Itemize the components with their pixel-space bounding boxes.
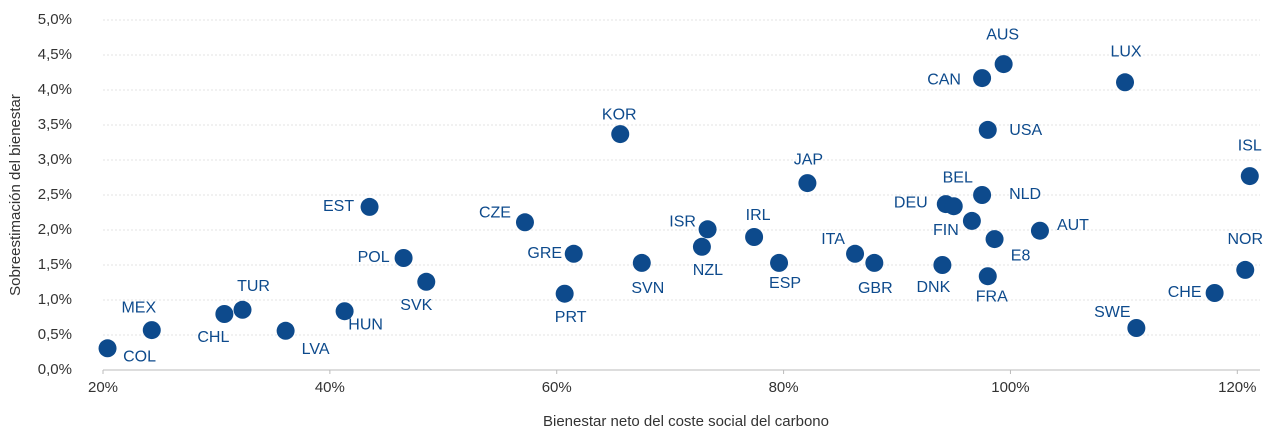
point xyxy=(515,213,534,232)
point-label: NLD xyxy=(1009,186,1041,203)
point-label: SVK xyxy=(400,297,432,314)
y-tick-label: 2,0% xyxy=(38,221,72,238)
point xyxy=(98,339,117,358)
point xyxy=(276,321,295,340)
point-label: FIN xyxy=(933,222,959,239)
point-label: KOR xyxy=(602,106,637,123)
point-label: NOR xyxy=(1227,231,1263,248)
point xyxy=(692,237,711,256)
point-label: HUN xyxy=(348,316,383,333)
point-label: ITA xyxy=(821,231,845,248)
point-label: COL xyxy=(123,349,156,366)
point xyxy=(215,305,234,323)
point-label: MEX xyxy=(121,299,156,316)
y-tick-label: 3,5% xyxy=(38,116,72,133)
point xyxy=(798,174,817,193)
x-axis-label: Bienestar neto del coste social del carb… xyxy=(543,413,829,430)
point-label: TUR xyxy=(237,278,270,295)
x-tick-label: 20% xyxy=(88,379,118,396)
point xyxy=(555,284,574,303)
point-label: GRE xyxy=(527,245,562,262)
x-tick-label: 100% xyxy=(991,379,1029,396)
point xyxy=(770,253,789,272)
y-tick-label: 0,5% xyxy=(38,326,72,343)
point xyxy=(611,125,630,144)
point-label: IRL xyxy=(746,207,771,224)
point-label: NZL xyxy=(693,262,723,279)
point-label: GBR xyxy=(858,280,893,297)
point xyxy=(142,321,161,340)
point-label: SWE xyxy=(1094,304,1130,321)
point xyxy=(1240,167,1259,186)
y-tick-label: 2,5% xyxy=(38,186,72,203)
y-tick-label: 5,0% xyxy=(38,11,72,28)
point xyxy=(417,272,436,291)
point xyxy=(994,55,1013,74)
point xyxy=(233,300,252,319)
point-label: AUT xyxy=(1057,217,1089,234)
point xyxy=(335,302,354,321)
point xyxy=(846,244,865,263)
point xyxy=(632,253,651,272)
point-label: LUX xyxy=(1110,44,1141,61)
point-label: USA xyxy=(1009,122,1042,139)
point-label: EST xyxy=(323,198,354,215)
point-label: SVN xyxy=(631,280,664,297)
point xyxy=(1030,221,1049,240)
point-label: PRT xyxy=(555,309,587,326)
point xyxy=(973,186,992,204)
point xyxy=(745,228,764,246)
point-label: LVA xyxy=(302,341,330,358)
x-tick-label: 40% xyxy=(315,379,345,396)
point-label: DNK xyxy=(917,279,951,296)
point-label: JAP xyxy=(794,151,823,168)
x-tick-label: 60% xyxy=(542,379,572,396)
point-label: CAN xyxy=(927,71,961,88)
x-tick-label: 120% xyxy=(1218,379,1256,396)
point-label: ISL xyxy=(1238,137,1262,154)
point-label: ISR xyxy=(669,214,696,231)
point xyxy=(962,211,981,230)
point xyxy=(1205,284,1224,302)
point xyxy=(933,256,952,274)
point-label: ESP xyxy=(769,275,801,292)
point-label: DEU xyxy=(894,194,928,211)
point-label: FRA xyxy=(976,288,1008,305)
point-label: E8 xyxy=(1011,247,1031,264)
point-label: POL xyxy=(358,249,390,266)
point xyxy=(394,249,413,267)
point xyxy=(978,267,997,286)
point xyxy=(360,197,379,216)
point xyxy=(698,220,717,239)
point-label: BEL xyxy=(943,169,973,186)
y-tick-label: 4,0% xyxy=(38,81,72,98)
point-label: CHE xyxy=(1168,284,1202,301)
point xyxy=(1116,73,1135,92)
point-label: CZE xyxy=(479,205,511,222)
point-label: CHL xyxy=(197,329,229,346)
y-tick-label: 0,0% xyxy=(38,361,72,378)
point xyxy=(1127,319,1146,337)
point xyxy=(978,120,997,139)
point-label: AUS xyxy=(986,26,1019,43)
y-axis-label: Sobreestimación del bienestar xyxy=(7,94,24,296)
point xyxy=(865,253,884,272)
point xyxy=(973,69,992,88)
y-tick-label: 1,0% xyxy=(38,291,72,308)
y-tick-label: 1,5% xyxy=(38,256,72,273)
x-tick-label: 80% xyxy=(769,379,799,396)
point xyxy=(1236,260,1255,279)
point xyxy=(564,244,583,263)
point xyxy=(944,197,963,216)
y-tick-label: 4,5% xyxy=(38,46,72,63)
y-tick-label: 3,0% xyxy=(38,151,72,168)
point xyxy=(985,230,1004,249)
